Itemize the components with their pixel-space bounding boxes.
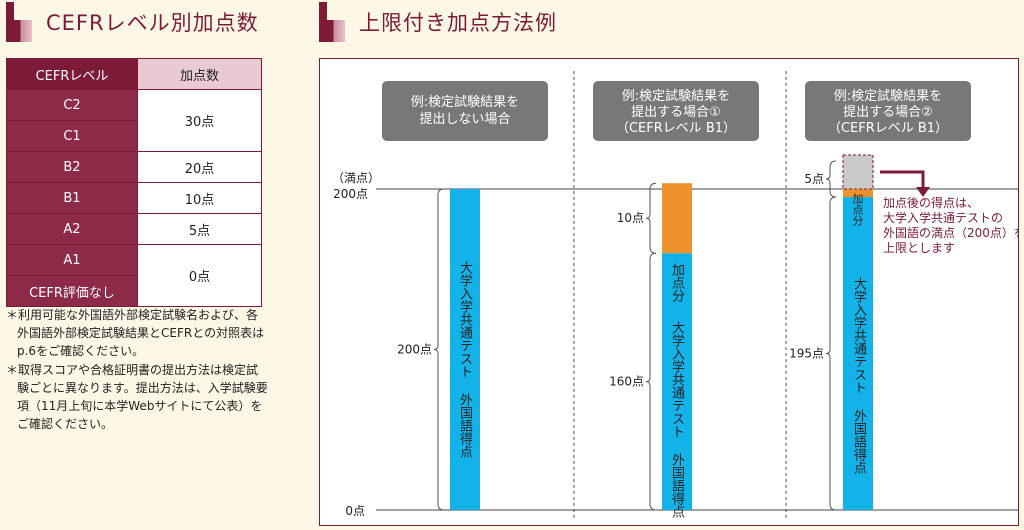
points-cell: 0点 (137, 244, 262, 307)
section-marker-icon (6, 0, 32, 42)
bonus-brace (645, 182, 657, 254)
diagram-frame: 例:検定試験結果を 提出しない場合 例:検定試験結果を 提出する場合① （CEF… (319, 58, 1019, 526)
table-row: CEFR評価なし (6, 275, 262, 307)
section-marker-icon (319, 0, 345, 42)
points-cell: 20点 (137, 151, 262, 183)
cap-note-line-3: 外国語の満点（200点）を (883, 225, 1018, 240)
table-header-points: 加点数 (137, 58, 262, 90)
cap-note-line-1: 加点後の得点は、 (883, 195, 979, 210)
example-3-line-1: 例:検定試験結果を (834, 88, 942, 104)
example-2-line-1: 例:検定試験結果を (622, 88, 730, 104)
table-row: B1 10点 (6, 182, 262, 214)
bar-1-text: 大学入学共通テスト 外国語得点 (457, 261, 472, 458)
example-box-3 (805, 81, 971, 141)
full-score-label: （満点） (332, 171, 380, 185)
example-2-line-2: 提出する場合① (631, 104, 721, 120)
base-brace (433, 188, 445, 511)
base-brace (645, 252, 657, 511)
level-cell: C2 (6, 89, 138, 121)
overflow-box (842, 154, 874, 190)
bonus-2-text: 加点分 (669, 263, 684, 302)
points-cell: 30点 (137, 89, 262, 152)
base-brace (825, 196, 837, 511)
level-cell: C1 (6, 120, 138, 152)
points-cell: 10点 (137, 182, 262, 214)
table-row: C1 (6, 120, 262, 152)
base-score-bar (450, 189, 480, 510)
bonus-3-text: 加点分 (851, 193, 864, 226)
note-item: ＊利用可能な外国語外部検定試験名および、各外国語外部検定試験結果とCEFRとの対… (6, 308, 265, 358)
example-3-line-2: 提出する場合② (843, 104, 933, 120)
cefr-section-title: CEFRレベル別加点数 (46, 11, 259, 35)
example-1-line-2: 提出しない場合 (419, 111, 510, 127)
bonus-brace (825, 160, 837, 198)
level-cell: B1 (6, 182, 138, 214)
notes: ＊利用可能な外国語外部検定試験名および、各外国語外部検定試験結果とCEFRとの対… (6, 306, 268, 434)
level-cell: A1 (6, 244, 138, 276)
example-box-2 (593, 81, 759, 141)
note-item: ＊取得スコアや合格証明書の提出方法は検定試験ごとに異なります。提出方法は、入学試… (6, 363, 268, 431)
cap-note-line-4: 上限とします (883, 241, 955, 255)
base-score-label: 200点 (397, 343, 432, 357)
table-row: B2 20点 (6, 151, 262, 183)
overflow-arrow (880, 170, 925, 189)
top-axis-label: 200点 (333, 187, 368, 201)
example-3-line-3: （CEFRレベル B1） (828, 121, 948, 136)
example-box-1 (382, 81, 548, 141)
method-section-title: 上限付き加点方法例 (359, 11, 557, 35)
method-section-header: 上限付き加点方法例 (319, 0, 557, 44)
points-cell: 5点 (137, 213, 262, 245)
bonus-score-label: 10点 (617, 211, 644, 225)
base-score-label: 160点 (609, 375, 644, 389)
diagram-svg: 例:検定試験結果を 提出しない場合 例:検定試験結果を 提出する場合① （CEF… (332, 71, 1018, 521)
base-score-label: 195点 (789, 347, 824, 361)
table-row: A2 5点 (6, 213, 262, 245)
base-score-bar (662, 253, 692, 510)
base-score-bar (843, 197, 873, 510)
bar-3-text: 大学入学共通テスト 外国語得点 (851, 277, 866, 474)
level-cell: CEFR評価なし (6, 275, 138, 307)
cefr-points-table: CEFRレベル 加点数 C2 30点 C1 B2 20点 B1 10点 A2 5… (6, 58, 262, 307)
example-2-line-3: （CEFRレベル B1） (616, 121, 736, 136)
cap-note-line-2: 大学入学共通テストの (883, 210, 1003, 225)
bonus-bar (662, 183, 692, 254)
bonus-score-label: 5点 (804, 172, 824, 186)
table-row: C2 30点 (6, 89, 262, 152)
example-1-line-1: 例:検定試験結果を (411, 94, 519, 110)
cefr-section-header: CEFRレベル別加点数 (6, 0, 259, 44)
table-row: A1 0点 (6, 244, 262, 307)
level-cell: B2 (6, 151, 138, 183)
bottom-axis-label: 0点 (345, 504, 365, 518)
bar-2-text: 大学入学共通テスト 外国語得点 (669, 321, 684, 518)
table-header-row: CEFRレベル 加点数 (6, 58, 262, 90)
level-cell: A2 (6, 213, 138, 245)
arrow-head-icon (916, 187, 930, 197)
table-header-level: CEFRレベル (6, 58, 138, 90)
